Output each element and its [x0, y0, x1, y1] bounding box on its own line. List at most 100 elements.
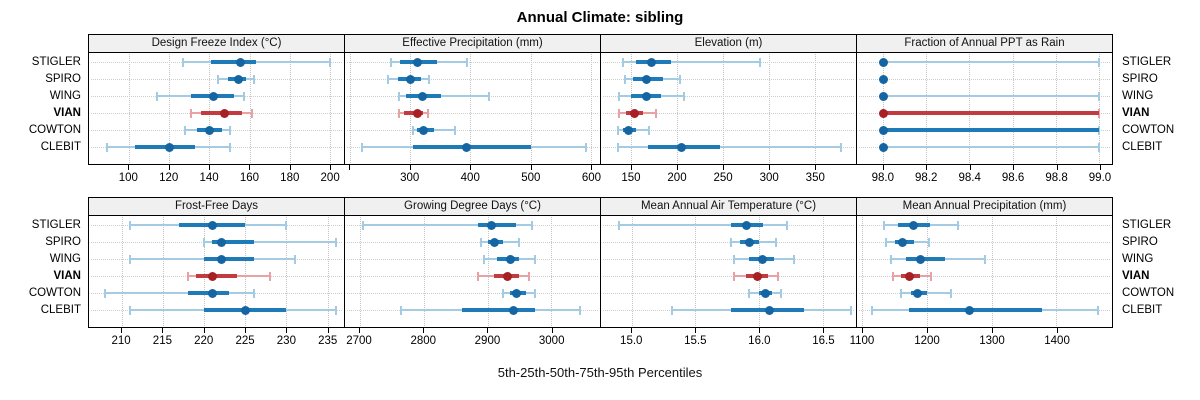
station-label: COWTON	[1122, 287, 1175, 299]
median-dot	[208, 289, 218, 298]
axis-tick-mark	[1057, 328, 1059, 333]
axis-tick-label: 200	[667, 172, 687, 184]
horizontal-gridline	[347, 259, 598, 260]
chart-title: Annual Climate: sibling	[516, 9, 684, 26]
axis-tick-mark	[359, 328, 361, 333]
median-dot	[630, 109, 640, 118]
whisker-5th-95th	[183, 61, 330, 63]
whisker-cap	[671, 306, 674, 315]
whisker-cap	[956, 221, 959, 230]
strip-headers-bottom: Frost-Free Days Growing Degree Days (°C) M…	[88, 197, 1113, 216]
whisker-cap	[1098, 126, 1101, 135]
whisker-5th-95th	[617, 146, 842, 148]
panel-header: Mean Annual Precipitation (mm)	[856, 197, 1113, 216]
whisker-cap	[361, 221, 364, 230]
whisker-cap	[622, 58, 624, 67]
whisker-cap	[412, 126, 415, 135]
median-dot	[235, 58, 245, 67]
whisker-cap	[398, 92, 401, 101]
axis-tick-label: 225	[235, 335, 255, 347]
whisker-cap	[849, 306, 852, 315]
whisker-5th-95th	[399, 95, 490, 97]
whisker-cap	[534, 255, 537, 264]
vertical-gridline	[695, 217, 697, 326]
median-dot	[505, 255, 515, 264]
vertical-gridline	[926, 54, 928, 163]
whisker-cap	[453, 126, 456, 135]
box-25th-75th	[477, 223, 517, 227]
whisker-cap	[930, 272, 933, 281]
median-dot	[878, 126, 888, 135]
horizontal-gridline	[603, 276, 854, 277]
median-dot	[205, 126, 215, 135]
axis-tick-mark	[759, 328, 761, 333]
whisker-cap	[730, 238, 733, 247]
vertical-gridline	[245, 217, 247, 326]
station-label: VIAN	[53, 107, 81, 119]
whisker-cap	[129, 255, 132, 264]
whisker-cap	[186, 272, 189, 281]
whisker-cap	[360, 143, 363, 152]
whisker-5th-95th	[105, 292, 254, 294]
axis-tick-mark	[926, 328, 928, 333]
whisker-5th-95th	[623, 61, 760, 63]
station-label: CLEBIT	[40, 141, 81, 153]
median-dot	[418, 92, 428, 101]
horizontal-gridline	[347, 79, 598, 80]
horizontal-gridline	[859, 276, 1110, 277]
vertical-gridline	[121, 217, 123, 326]
whisker-cap	[647, 126, 650, 135]
box-25th-75th	[211, 60, 256, 64]
axis-tick-mark	[591, 165, 593, 170]
station-labels-left-top: STIGLER SPIRO WING VIAN COWTON CLEBIT	[0, 34, 88, 194]
box-25th-75th	[882, 128, 1100, 132]
axis-tick-mark	[168, 165, 170, 170]
median-dot	[216, 255, 226, 264]
vertical-gridline	[163, 217, 165, 326]
station-label: VIAN	[1122, 107, 1150, 119]
whisker-cap	[747, 289, 750, 298]
axis-tick-label: 235	[318, 335, 338, 347]
station-label: WING	[1122, 90, 1154, 102]
horizontal-gridline	[603, 130, 854, 131]
median-dot	[208, 221, 218, 230]
whisker-cap	[518, 238, 521, 247]
median-dot	[757, 255, 767, 264]
strip-headers-top: Design Freeze Index (°C) Effective Precip…	[88, 34, 1113, 53]
axis-tick-label: 120	[159, 172, 179, 184]
whisker-cap	[398, 109, 401, 118]
station-label: CLEBIT	[40, 304, 81, 316]
station-label: COWTON	[28, 287, 81, 299]
axis-tick-label: 3000	[538, 335, 565, 347]
median-dot	[208, 272, 218, 281]
box-25th-75th	[882, 111, 1100, 115]
whisker-cap	[616, 143, 619, 152]
axis-tick-label: 1200	[914, 335, 940, 347]
axis-tick-label: 15.5	[684, 335, 707, 347]
median-dot	[489, 238, 499, 247]
median-dot	[905, 272, 915, 281]
whisker-cap	[228, 143, 231, 152]
whisker-5th-95th	[204, 241, 336, 243]
whisker-cap	[106, 143, 109, 152]
horizontal-gridline	[603, 293, 854, 294]
trellis-row-top: STIGLER SPIRO WING VIAN COWTON CLEBIT Design …	[0, 34, 1200, 194]
axis-tick-label: 600	[581, 172, 601, 184]
median-dot	[878, 75, 888, 84]
median-dot	[964, 306, 974, 315]
whisker-cap	[502, 289, 505, 298]
whisker-cap	[182, 58, 185, 67]
whisker-cap	[184, 126, 187, 135]
axis-tick-mark	[723, 165, 725, 170]
axis-tick-mark	[1056, 165, 1058, 170]
median-dot	[462, 143, 472, 152]
box-25th-75th	[212, 240, 254, 244]
whisker-cap	[1098, 92, 1101, 101]
vertical-gridline	[289, 54, 291, 163]
whisker-cap	[678, 75, 681, 84]
axis-tick-label: 300	[400, 172, 420, 184]
panel-header: Elevation (m)	[600, 34, 857, 53]
whisker-cap	[428, 75, 431, 84]
station-label: CLEBIT	[1122, 304, 1163, 316]
